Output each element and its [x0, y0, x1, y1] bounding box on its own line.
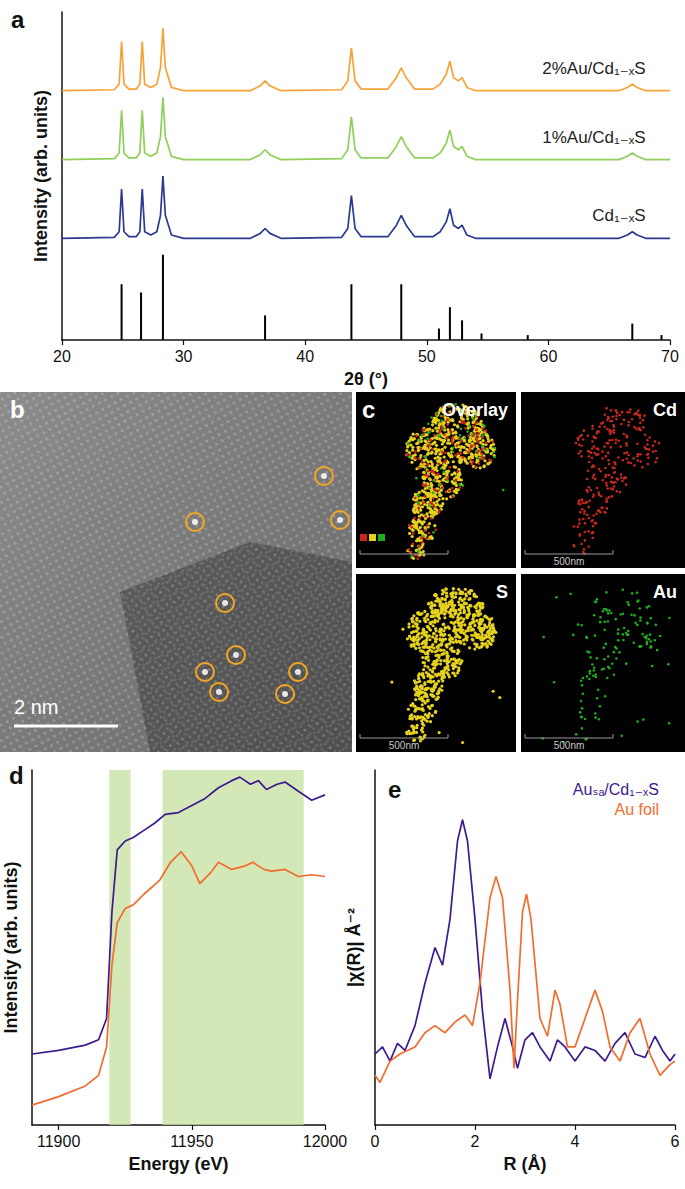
svg-text:|χ(R)| Å⁻²: |χ(R)| Å⁻² — [344, 908, 364, 987]
svg-text:2: 2 — [471, 1133, 480, 1150]
svg-text:40: 40 — [296, 348, 314, 365]
svg-text:b: b — [10, 396, 25, 423]
svg-text:c: c — [362, 396, 375, 423]
svg-text:Overlay: Overlay — [442, 400, 508, 420]
svg-text:20: 20 — [53, 348, 71, 365]
svg-text:0: 0 — [371, 1133, 380, 1150]
svg-text:Cd: Cd — [653, 400, 677, 420]
svg-text:11950: 11950 — [170, 1133, 213, 1150]
svg-text:500nm: 500nm — [554, 556, 585, 567]
svg-text:6: 6 — [671, 1133, 680, 1150]
svg-text:4: 4 — [571, 1133, 580, 1150]
svg-text:R (Å): R (Å) — [504, 1154, 547, 1174]
svg-text:Intensity (arb. units): Intensity (arb. units) — [1, 861, 21, 1033]
svg-text:d: d — [9, 762, 24, 789]
svg-text:50: 50 — [418, 348, 436, 365]
svg-text:60: 60 — [540, 348, 558, 365]
svg-text:a: a — [11, 6, 25, 33]
svg-text:Au foil: Au foil — [615, 801, 659, 818]
svg-text:2 nm: 2 nm — [14, 696, 58, 718]
svg-text:Cd₁₋ₓS: Cd₁₋ₓS — [592, 206, 645, 225]
svg-text:2θ (°): 2θ (°) — [344, 369, 388, 389]
svg-text:e: e — [388, 776, 401, 803]
svg-text:12000: 12000 — [303, 1133, 348, 1150]
svg-text:70: 70 — [661, 348, 679, 365]
svg-text:Intensity (arb. units): Intensity (arb. units) — [31, 90, 51, 262]
svg-text:500nm: 500nm — [389, 740, 420, 751]
svg-text:11900: 11900 — [37, 1133, 80, 1150]
svg-text:500nm: 500nm — [554, 740, 585, 751]
svg-text:30: 30 — [175, 348, 193, 365]
svg-text:Auₛₐ/Cd₁₋ₓS: Auₛₐ/Cd₁₋ₓS — [573, 781, 659, 798]
svg-text:S: S — [496, 582, 508, 602]
svg-text:Energy (eV): Energy (eV) — [128, 1154, 228, 1174]
svg-text:Au: Au — [653, 582, 677, 602]
svg-text:1%Au/Cd₁₋ₓS: 1%Au/Cd₁₋ₓS — [542, 128, 645, 147]
svg-text:2%Au/Cd₁₋ₓS: 2%Au/Cd₁₋ₓS — [542, 59, 645, 78]
